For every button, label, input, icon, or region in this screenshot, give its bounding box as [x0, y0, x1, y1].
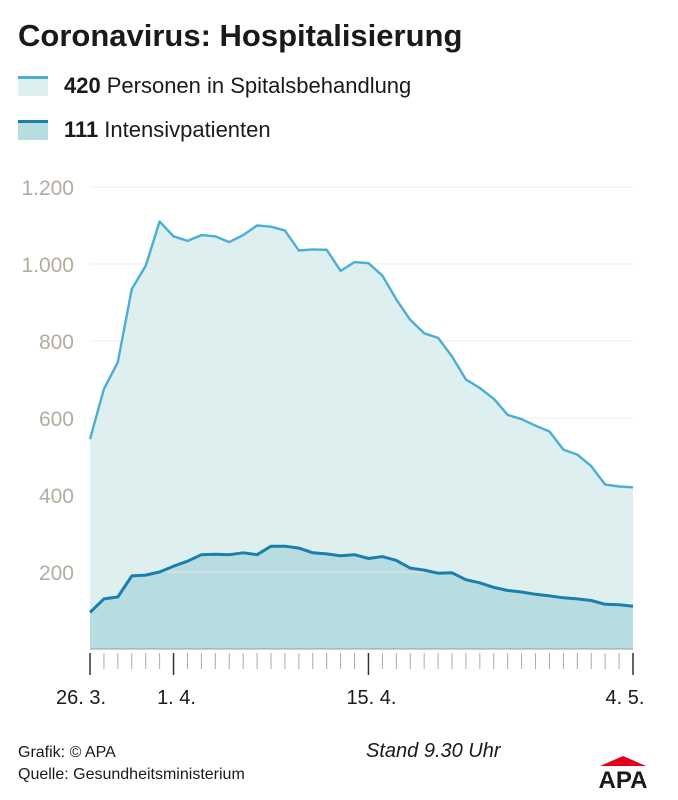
footer-credits: Grafik: © APA Quelle: Gesundheitsministe…: [18, 742, 245, 786]
timestamp-note: Stand 9.30 Uhr: [366, 740, 501, 762]
y-tick-label-2: 600: [39, 408, 74, 431]
legend-value-intensive: 111: [64, 117, 99, 142]
y-tick-label-3: 800: [39, 331, 74, 354]
x-tick-label-2: 15. 4.: [346, 687, 396, 709]
apa-logo: APA: [599, 756, 648, 790]
series-area-0: [90, 221, 633, 649]
legend-value-hospitalized: 420: [64, 73, 101, 98]
legend-item-hospitalized: 420 Personen in Spitalsbehandlung: [18, 72, 411, 100]
legend-swatch-hospitalized: [18, 76, 48, 96]
apa-logo-text: APA: [599, 767, 648, 790]
x-tick-label-3: 4. 5.: [606, 687, 645, 709]
legend-label-hospitalized: Personen in Spitalsbehandlung: [106, 73, 412, 98]
legend-label-intensive: Intensivpatienten: [104, 117, 271, 142]
legend-swatch-intensive: [18, 120, 48, 140]
y-tick-label-4: 1.000: [21, 254, 74, 277]
source-credit: Quelle: Gesundheitsministerium: [18, 766, 245, 783]
y-tick-label-1: 400: [39, 485, 74, 508]
chart-title: Coronavirus: Hospitalisierung: [18, 18, 463, 53]
x-tick-label-1: 1. 4.: [157, 687, 196, 709]
area-chart: 200 400 600 800 1.000 1.200 26. 3. 1. 4. 15. 4. 4…: [21, 177, 645, 709]
x-tick-label-0: 26. 3.: [56, 687, 106, 709]
apa-logo-roof: [600, 756, 646, 766]
y-tick-label-0: 200: [39, 562, 74, 585]
series-line-0: [88, 220, 634, 489]
legend-item-intensive: 111 Intensivpatienten: [18, 116, 271, 144]
y-tick-label-5: 1.200: [21, 177, 74, 200]
series-line-1: [88, 544, 634, 614]
graphic-credit: Grafik: © APA: [18, 744, 116, 761]
